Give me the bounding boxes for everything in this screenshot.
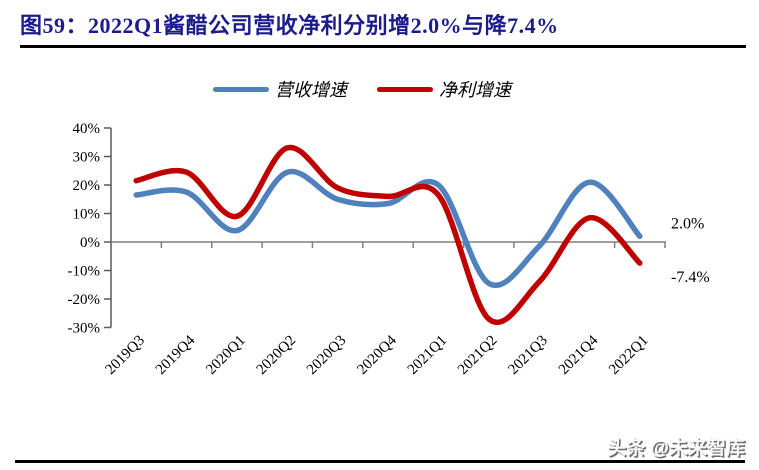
x-tick-label: 2021Q2 [455,333,500,378]
y-tick-label: -10% [68,264,101,280]
y-tick-label: -30% [68,321,101,337]
profit-line-swatch [377,86,433,92]
series-end-label: -7.4% [671,269,710,286]
series-end-label: 2.0% [671,215,704,232]
y-tick-label: 0% [80,235,100,251]
x-tick-label: 2019Q4 [153,332,199,378]
watermark: 头条 @未来智库 [607,438,745,459]
profit-series-line [133,145,643,325]
legend-label-revenue: 营收增速 [275,80,347,100]
legend-item-revenue: 营收增速 [213,76,347,102]
x-tick-label: 2020Q1 [203,333,248,378]
x-tick-label: 2022Q1 [606,333,651,378]
chart-legend: 营收增速 净利增速 [213,76,543,102]
x-tick-label: 2020Q2 [254,333,299,378]
x-tick-label: 2020Q4 [354,332,400,378]
revenue-line-swatch [213,86,269,92]
title-underline [20,45,746,48]
legend-item-profit: 净利增速 [377,76,511,102]
x-tick-label: 2021Q4 [556,332,602,378]
y-tick-label: 40% [73,121,101,137]
y-tick-label: 20% [73,178,101,194]
y-tick-label: 30% [73,150,101,166]
x-tick-label: 2021Q1 [405,333,450,378]
x-tick-label: 2021Q3 [505,333,550,378]
y-tick-label: 10% [73,207,101,223]
figure-title: 图59：2022Q1酱醋公司营收净利分别增2.0%与降7.4% [20,13,559,38]
revenue-series-line [133,168,643,289]
legend-label-profit: 净利增速 [439,80,511,100]
y-tick-label: -20% [68,292,101,308]
x-tick-label: 2020Q3 [304,333,349,378]
bottom-rule [15,460,745,463]
x-tick-label: 2019Q3 [103,333,148,378]
